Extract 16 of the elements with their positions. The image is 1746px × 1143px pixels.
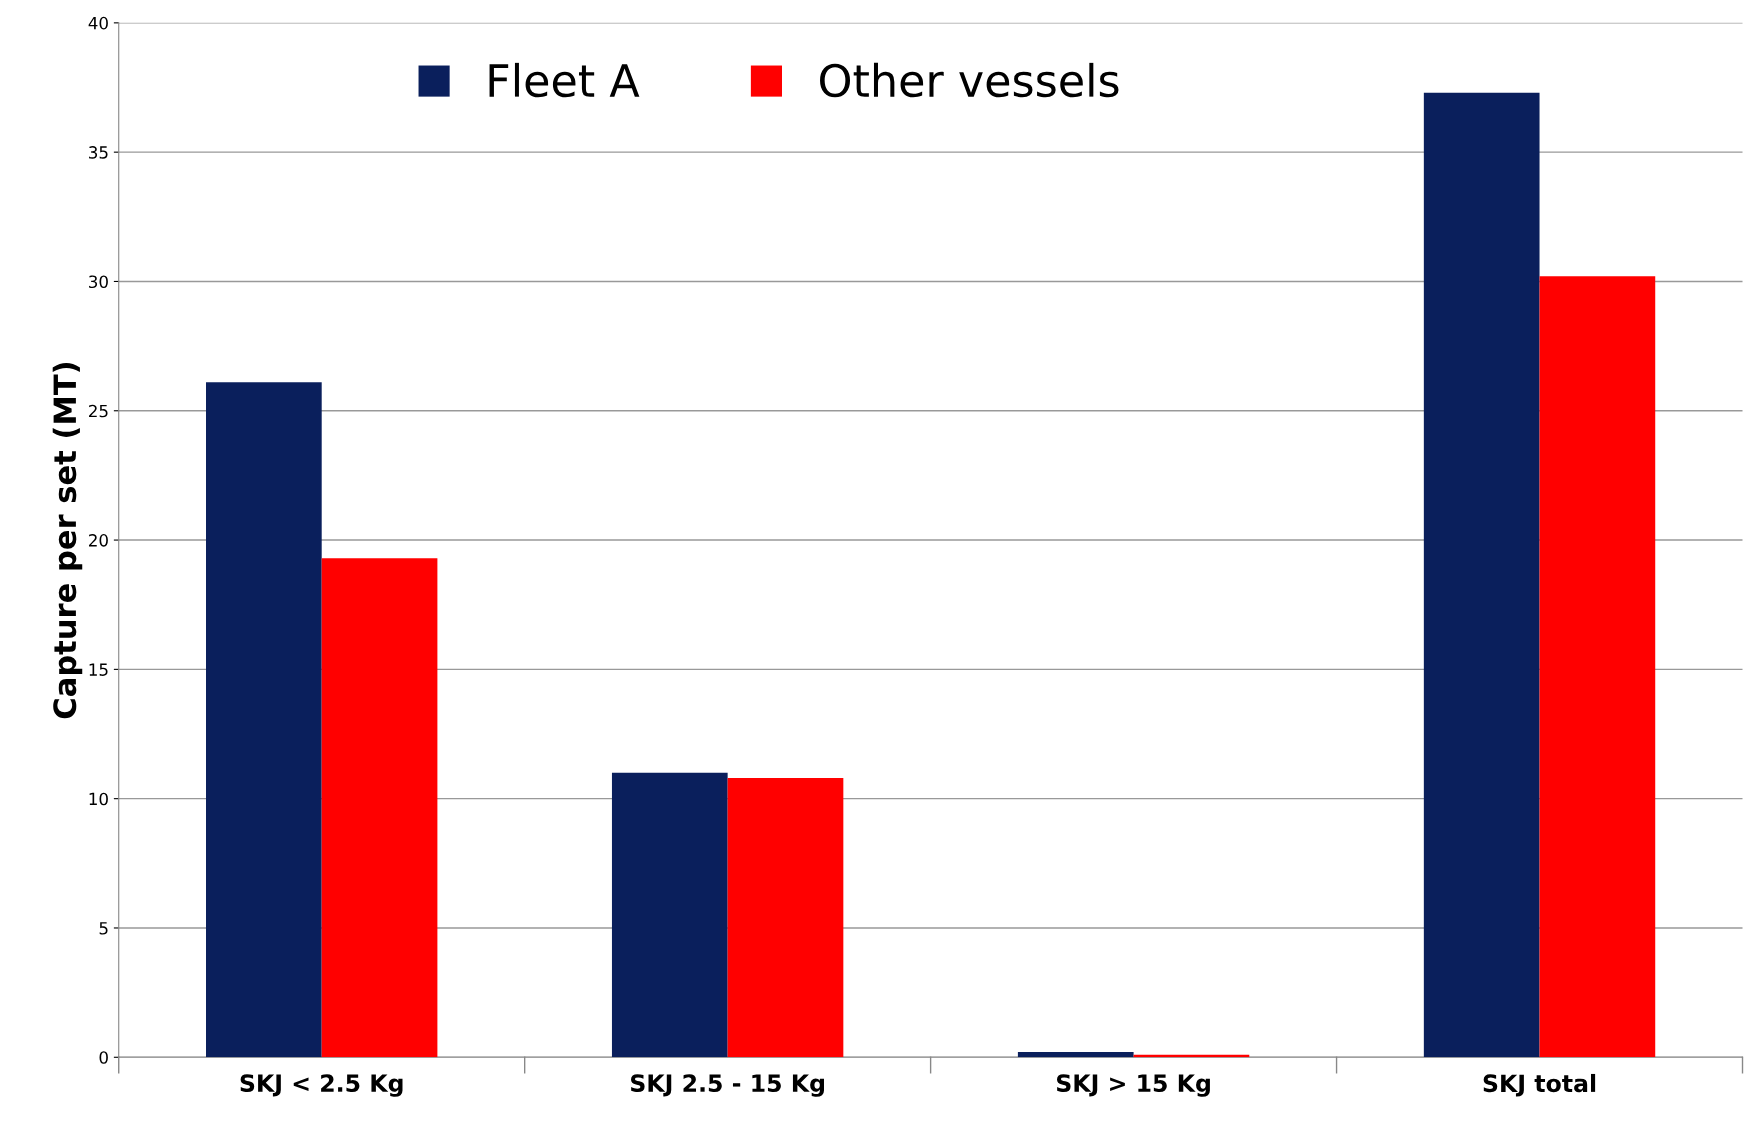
y-tick-label: 10 (89, 792, 108, 806)
x-tick-label: SKJ total (1483, 1073, 1596, 1097)
y-tick-label: 20 (89, 534, 108, 547)
y-tick-label: 0 (99, 1051, 108, 1064)
x-tick-label: SKJ 2.5 - 15 Kg (631, 1074, 824, 1097)
y-tick-label: 30 (89, 275, 108, 289)
y-tick-label: 5 (99, 922, 108, 935)
y-axis-title: Capture per set (MT) (52, 363, 83, 719)
x-tick-label: SKJ < 2.5 Kg (240, 1074, 403, 1097)
legend-label: Other vessels (820, 62, 1119, 98)
y-tick-label: 40 (88, 16, 108, 30)
legend-label: Fleet A (489, 62, 640, 98)
y-tick-label: 35 (89, 146, 108, 159)
y-tick-label: 15 (89, 663, 108, 676)
x-tick-label: SKJ > 15 Kg (1056, 1074, 1210, 1097)
y-tick-label: 25 (89, 404, 108, 418)
